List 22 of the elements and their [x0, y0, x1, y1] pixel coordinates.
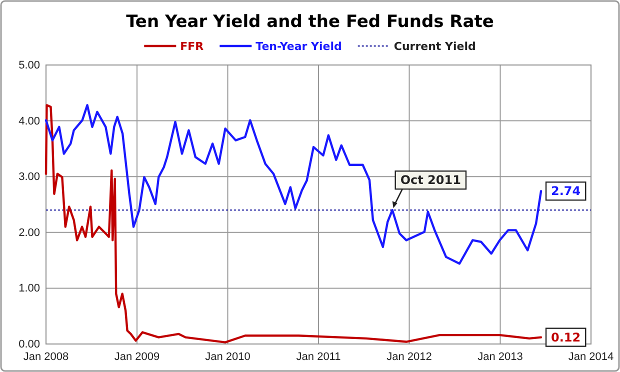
legend-label: FFR: [180, 40, 204, 53]
y-tick-label: 5.00: [18, 60, 40, 72]
x-tick-label: Jan 2012: [386, 350, 432, 363]
annotation: 0.12: [551, 330, 581, 344]
chart-title: Ten Year Yield and the Fed Funds Rate: [126, 12, 494, 32]
x-tick-label: Jan 2009: [114, 350, 160, 363]
x-tick-label: Jan 2008: [23, 350, 69, 363]
y-tick-label: 1.00: [18, 282, 40, 295]
y-tick-label: 2.00: [18, 226, 40, 239]
y-tick-label: 4.00: [18, 115, 40, 128]
line-series: [44, 104, 542, 265]
y-tick-label: 0.00: [18, 338, 40, 351]
line-series: [44, 104, 542, 344]
x-tick-label: Jan 2011: [296, 350, 341, 363]
x-tick-label: Jan 2010: [205, 350, 250, 363]
x-tick-label: Jan 2014: [568, 350, 614, 363]
x-tick-label: Jan 2013: [478, 350, 523, 363]
annotation: Oct 2011: [400, 173, 461, 188]
legend-label: Ten-Year Yield: [256, 40, 342, 53]
annotation: 2.74: [551, 184, 581, 198]
y-tick-label: 3.00: [18, 171, 40, 184]
legend-label: Current Yield: [394, 40, 476, 53]
